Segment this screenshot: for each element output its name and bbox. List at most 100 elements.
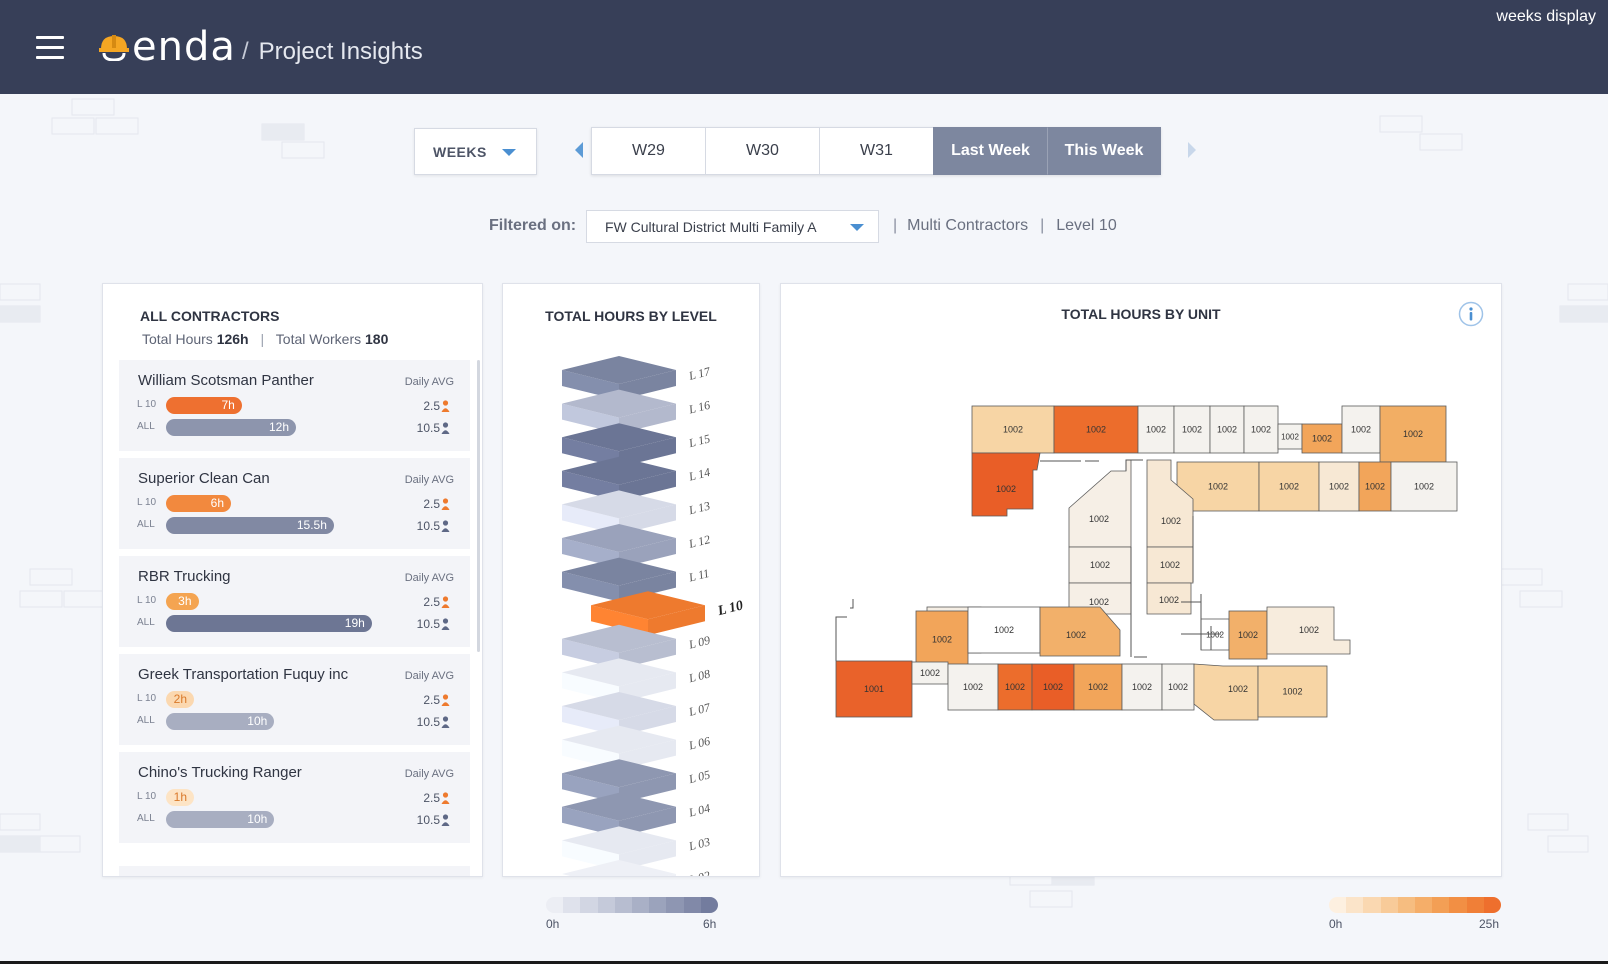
all-hours-bar: 15.5h xyxy=(166,517,334,534)
unit-legend-swatch xyxy=(1449,897,1467,913)
level-row-label: L 10 xyxy=(137,595,157,606)
unit-cell[interactable]: 1002 xyxy=(997,663,1033,711)
unit-cell[interactable]: 1002 xyxy=(971,405,1055,454)
breadcrumb: / Project Insights xyxy=(242,38,423,65)
unit-cell[interactable]: 1002 xyxy=(1073,663,1123,711)
level-slab[interactable]: L 15 xyxy=(562,423,712,468)
app-logo[interactable]: enda xyxy=(98,24,236,70)
top-navigation-bar: enda / Project Insights weeks display xyxy=(0,0,1608,94)
previous-week-arrow-icon[interactable] xyxy=(575,142,583,158)
unit-cell[interactable]: 1002 xyxy=(1053,405,1139,454)
unit-cell[interactable]: 1002 xyxy=(1193,663,1259,721)
tab-this-week[interactable]: This Week xyxy=(1047,127,1161,175)
unit-label: 1002 xyxy=(1160,560,1180,570)
level-slab[interactable]: L 12 xyxy=(562,524,712,568)
unit-cell[interactable]: 1001 xyxy=(835,660,913,718)
unit-cell[interactable]: 1002 xyxy=(1258,461,1320,512)
unit-cell[interactable]: 1002 xyxy=(915,610,969,669)
level-slab[interactable]: L 11 xyxy=(562,557,711,602)
unit-cell[interactable]: 1002 xyxy=(947,663,999,711)
level-slab[interactable]: L 17 xyxy=(562,356,713,400)
unit-cell[interactable]: 1002 xyxy=(1390,461,1458,512)
unit-cell[interactable]: 1002 xyxy=(1358,461,1392,512)
contractor-card-partial[interactable] xyxy=(119,866,470,876)
level-slab[interactable]: L 16 xyxy=(562,389,712,434)
unit-cell[interactable]: 1002 xyxy=(1209,405,1245,454)
contractor-card[interactable]: William Scotsman Panther Daily AVG L 10 7h 2… xyxy=(119,360,470,451)
contractor-name: Chino's Trucking Ranger xyxy=(138,764,302,781)
unit-cell[interactable]: 1002 xyxy=(1146,582,1192,615)
level-stack-chart: L 17 L 16 L 15 L 14 L 13 L 12 L 11 L 10L 09 L 08… xyxy=(562,356,745,877)
contractor-name: Superior Clean Can xyxy=(138,470,270,487)
unit-label: 1002 xyxy=(1299,625,1319,635)
unit-legend-max: 25h xyxy=(1479,917,1500,931)
unit-cell[interactable]: 1002 xyxy=(1318,461,1360,512)
unit-cell[interactable]: 1002 xyxy=(1228,610,1268,660)
filter-level[interactable]: Level 10 xyxy=(1056,217,1117,234)
unit-cell[interactable]: 1002 xyxy=(1341,405,1381,454)
unit-cell[interactable]: 1002 xyxy=(1277,423,1303,450)
level-label: L 09 xyxy=(686,633,711,652)
tab-last-week[interactable]: Last Week xyxy=(933,127,1047,175)
all-daily-avg: 10.5 xyxy=(416,617,440,631)
contractor-card[interactable]: RBR Trucking Daily AVG L 10 3h 2.5 ALL 19h 10.5 xyxy=(119,556,470,647)
level-slab[interactable]: L 06 xyxy=(562,725,712,770)
level-daily-avg: 2.5 xyxy=(423,791,440,805)
level-slab[interactable]: L 04 xyxy=(562,792,712,837)
contractors-scrollbar[interactable] xyxy=(477,360,480,652)
level-daily-avg: 2.5 xyxy=(423,399,440,413)
project-dropdown[interactable]: FW Cultural District Multi Family A xyxy=(586,210,879,243)
level-legend-swatch xyxy=(580,897,598,913)
unit-cell[interactable]: 1002 xyxy=(1257,665,1328,718)
unit-cell[interactable]: 1002 xyxy=(1146,546,1194,584)
level-slab[interactable]: L 03 xyxy=(562,826,712,871)
level-label: L 08 xyxy=(686,667,711,686)
level-slab[interactable]: L 07 xyxy=(562,692,713,736)
unit-label: 1002 xyxy=(1161,516,1181,526)
unit-cell[interactable]: 1002 xyxy=(1068,459,1132,548)
level-label: L 13 xyxy=(686,499,711,518)
unit-label: 1002 xyxy=(1005,682,1025,692)
unit-cell[interactable]: 1002 xyxy=(967,606,1041,654)
level-label: L 12 xyxy=(686,532,711,551)
unit-cell[interactable]: 1002 xyxy=(1173,405,1211,454)
next-week-arrow-icon[interactable] xyxy=(1188,142,1196,158)
unit-cell[interactable]: 1002 xyxy=(1161,663,1195,711)
unit-cell[interactable]: 1002 xyxy=(1301,423,1343,454)
unit-cell[interactable]: 1002 xyxy=(1068,546,1132,584)
level-slab[interactable]: L 05 xyxy=(562,759,712,804)
level-slab[interactable]: L 10 xyxy=(591,591,745,636)
contractor-card[interactable]: Chino's Trucking Ranger Daily AVG L 10 1h 2.… xyxy=(119,752,470,843)
tab-w31[interactable]: W31 xyxy=(819,127,933,175)
period-dropdown[interactable]: WEEKS xyxy=(414,128,537,175)
daily-avg-label: Daily AVG xyxy=(404,768,454,780)
level-slab[interactable]: L 02 xyxy=(562,860,712,877)
level-label: L 06 xyxy=(686,734,711,753)
level-slab[interactable]: L 13 xyxy=(562,490,712,535)
level-slab[interactable]: L 08 xyxy=(562,658,712,703)
unit-cell[interactable]: 1002 xyxy=(971,452,1041,517)
menu-icon[interactable] xyxy=(36,36,64,60)
level-slab[interactable]: L 14 xyxy=(562,456,712,501)
unit-cell[interactable]: 1002 xyxy=(1137,405,1175,454)
unit-cell[interactable]: 1002 xyxy=(1379,405,1447,463)
level-label: L 16 xyxy=(686,398,711,417)
level-legend-swatch xyxy=(649,897,667,913)
contractor-card[interactable]: Greek Transportation Fuquy inc Daily AVG L… xyxy=(119,654,470,745)
unit-cell[interactable]: 1002 xyxy=(1243,405,1279,454)
unit-cell[interactable]: 1002 xyxy=(1266,606,1351,655)
unit-cell[interactable]: 1002 xyxy=(911,661,949,685)
unit-cell[interactable]: 1002 xyxy=(1031,663,1075,711)
all-daily-avg: 10.5 xyxy=(416,813,440,827)
contractor-card[interactable]: Superior Clean Can Daily AVG L 10 6h 2.5 ALL 1… xyxy=(119,458,470,549)
tab-w30[interactable]: W30 xyxy=(705,127,819,175)
total-workers-value: 180 xyxy=(365,331,389,347)
level-slab[interactable]: L 09 xyxy=(562,624,712,669)
tab-w29[interactable]: W29 xyxy=(591,127,705,175)
unit-legend-swatch xyxy=(1363,897,1381,913)
filter-contractors[interactable]: Multi Contractors xyxy=(907,217,1029,234)
unit-cell[interactable]: 1002 xyxy=(1039,606,1121,657)
info-icon[interactable] xyxy=(1458,301,1484,327)
all-row-label: ALL xyxy=(137,617,155,628)
unit-cell[interactable]: 1002 xyxy=(1121,663,1163,711)
